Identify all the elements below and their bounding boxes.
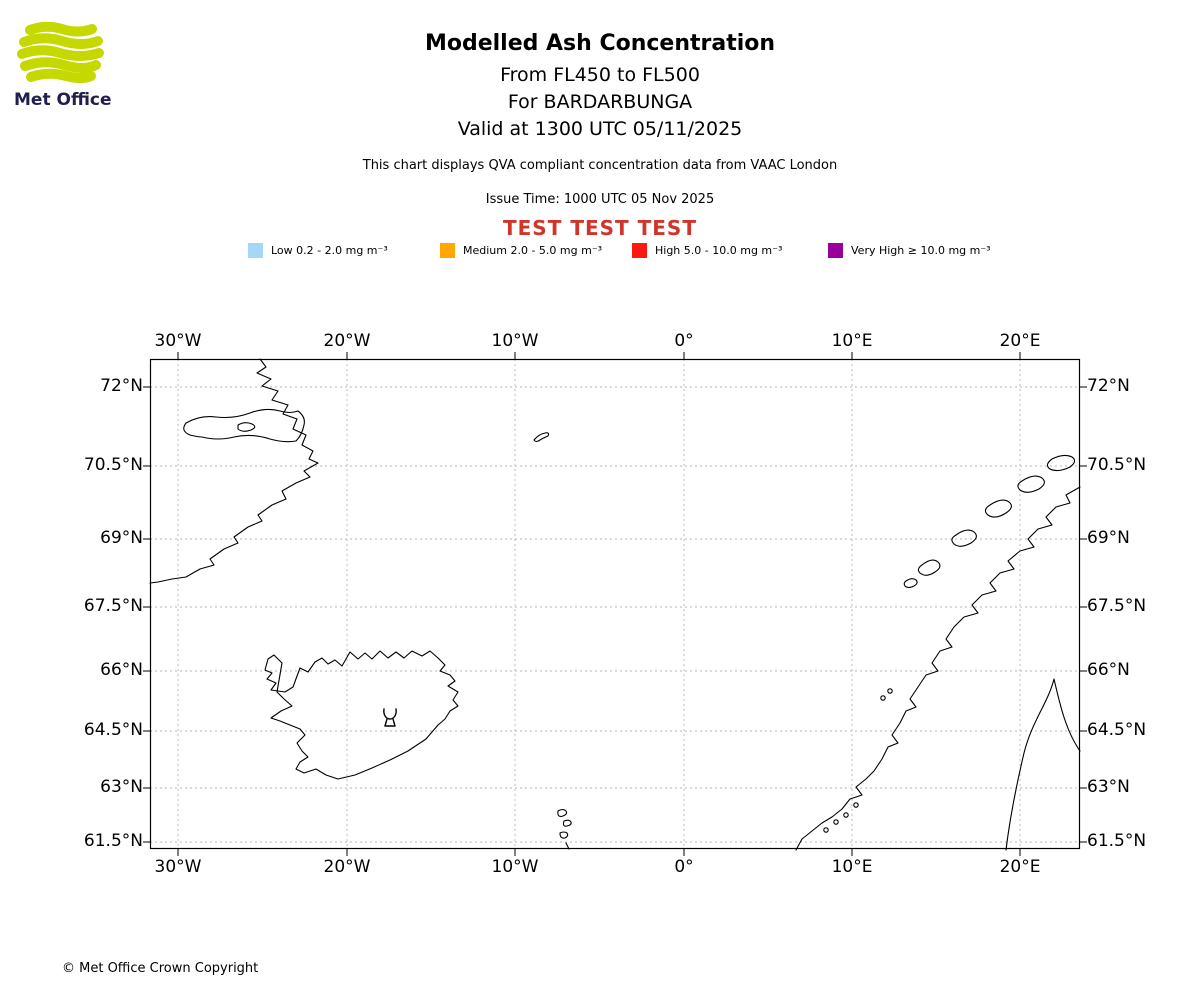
met-office-logo: Met Office <box>14 21 134 110</box>
y-tick-left-63: 63°N <box>100 777 143 797</box>
volcano-marker-icon <box>383 708 397 727</box>
legend-item-low: Low 0.2 - 2.0 mg m⁻³ <box>248 243 388 258</box>
y-tick-left-69: 69°N <box>100 528 143 548</box>
valid-time-subtitle: Valid at 1300 UTC 05/11/2025 <box>457 118 743 140</box>
greenland-coastline <box>149 358 319 584</box>
x-tick-top-10e: 10°E <box>831 331 873 351</box>
copyright-notice: © Met Office Crown Copyright <box>62 961 259 976</box>
y-tick-right-70-5: 70.5°N <box>1087 455 1147 475</box>
y-tick-left-64-5: 64.5°N <box>83 720 143 740</box>
x-tick-bottom-10w: 10°W <box>491 857 539 877</box>
y-tick-right-72: 72°N <box>1087 376 1130 396</box>
legend-label-high: High 5.0 - 10.0 mg m⁻³ <box>655 244 783 257</box>
y-tick-right-63: 63°N <box>1087 777 1130 797</box>
met-office-logo-waves <box>17 21 104 83</box>
y-tick-left-67-5: 67.5°N <box>83 596 143 616</box>
y-tick-left-61-5: 61.5°N <box>83 831 143 851</box>
y-tick-right-61-5: 61.5°N <box>1087 831 1147 851</box>
y-tick-left-66: 66°N <box>100 660 143 680</box>
x-tick-top-10w: 10°W <box>491 331 539 351</box>
iceland-coastline <box>264 650 459 780</box>
legend-item-medium: Medium 2.0 - 5.0 mg m⁻³ <box>440 243 602 258</box>
x-tick-bottom-0: 0° <box>674 857 694 877</box>
y-tick-right-66: 66°N <box>1087 660 1130 680</box>
legend-label-medium: Medium 2.0 - 5.0 mg m⁻³ <box>463 244 603 257</box>
legend-item-very-high: Very High ≥ 10.0 mg m⁻³ <box>828 243 991 258</box>
issue-time: Issue Time: 1000 UTC 05 Nov 2025 <box>485 192 715 207</box>
x-tick-bottom-30w: 30°W <box>154 857 202 877</box>
legend-swatch-very-high <box>828 243 843 258</box>
y-tick-left-70-5: 70.5°N <box>83 455 143 475</box>
x-tick-top-20e: 20°E <box>999 331 1041 351</box>
legend-swatch-low <box>248 243 263 258</box>
legend-item-high: High 5.0 - 10.0 mg m⁻³ <box>632 243 782 258</box>
legend-swatch-high <box>632 243 647 258</box>
faroe-islands-coastline <box>557 808 572 850</box>
test-banner: TEST TEST TEST <box>503 216 697 240</box>
norway-coastline <box>795 454 1081 851</box>
compliance-note: This chart displays QVA compliant concen… <box>362 158 838 173</box>
volcano-subtitle: For BARDARBUNGA <box>507 91 693 113</box>
y-tick-right-64-5: 64.5°N <box>1087 720 1147 740</box>
x-tick-bottom-20w: 20°W <box>323 857 371 877</box>
page-title: Modelled Ash Concentration <box>424 31 776 56</box>
jan-mayen-coastline <box>533 432 550 443</box>
y-tick-right-69: 69°N <box>1087 528 1130 548</box>
flight-level-subtitle: From FL450 to FL500 <box>500 64 700 86</box>
legend-label-very-high: Very High ≥ 10.0 mg m⁻³ <box>851 244 991 257</box>
x-tick-top-20w: 20°W <box>323 331 371 351</box>
y-tick-left-72: 72°N <box>100 376 143 396</box>
x-tick-bottom-10e: 10°E <box>831 857 873 877</box>
legend-label-low: Low 0.2 - 2.0 mg m⁻³ <box>271 244 388 257</box>
x-tick-top-0: 0° <box>674 331 694 351</box>
y-tick-right-67-5: 67.5°N <box>1087 596 1147 616</box>
map-gridlines <box>150 359 1080 849</box>
logo-wave-group <box>17 21 104 83</box>
x-tick-bottom-20e: 20°E <box>999 857 1041 877</box>
map-canvas <box>143 352 1087 856</box>
met-office-logo-text: Met Office <box>14 90 112 110</box>
legend-swatch-medium <box>440 243 455 258</box>
map-border <box>149 358 1081 850</box>
x-tick-top-30w: 30°W <box>154 331 202 351</box>
map-tick-marks <box>143 352 1087 856</box>
